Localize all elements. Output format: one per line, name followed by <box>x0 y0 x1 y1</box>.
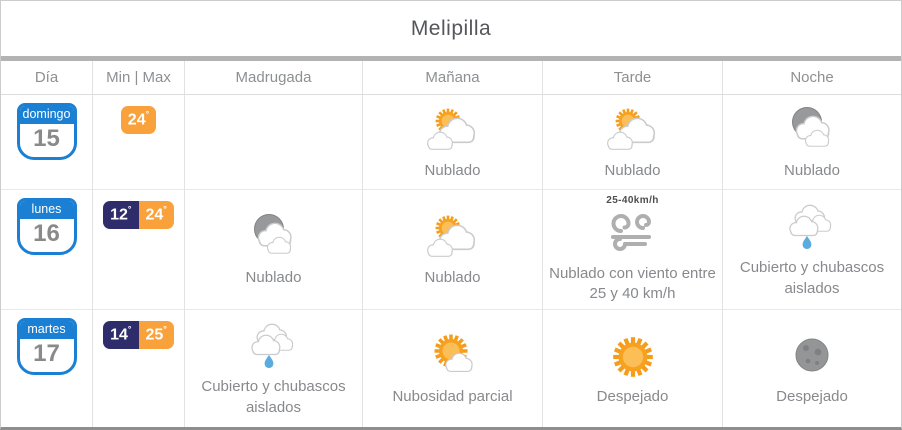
period-cell-noche: Despejado <box>723 310 901 427</box>
calendar-day-number: 16 <box>33 220 60 247</box>
condition-label: Despejado <box>596 388 669 406</box>
period-cell-tarde: Nublado <box>543 95 723 190</box>
temp-cell: 12° 24° <box>93 190 185 310</box>
period-cell-manana: Nublado <box>363 190 543 310</box>
condition-label: Nublado con viento entre 25 y 40 km/h <box>549 264 716 302</box>
temp-badges: 14° 25° <box>103 321 174 350</box>
calendar-icon: martes 17 <box>16 318 77 376</box>
sun-clouds-icon <box>421 210 485 266</box>
temp-badges: 12° 24° <box>103 201 174 230</box>
calendar-icon: domingo 15 <box>16 103 77 161</box>
period-cell-tarde: Despejado <box>543 310 723 427</box>
night-clouds-icon <box>242 210 306 266</box>
column-header-manana: Mañana <box>363 61 543 95</box>
rain-clouds-icon <box>242 319 306 375</box>
period-cell-manana: Nubosidad parcial <box>363 310 543 427</box>
calendar-day-name: martes <box>19 321 74 339</box>
title-divider <box>1 56 901 61</box>
min-temp-badge: 12° <box>103 201 139 230</box>
moon-icon <box>780 329 844 385</box>
period-cell-madrugada: Nublado <box>185 190 363 310</box>
sun-small-cloud-icon <box>421 329 485 385</box>
day-cell: martes 17 <box>1 310 93 427</box>
period-cell-noche: Cubierto y chubascos aislados <box>723 190 901 310</box>
condition-label: Cubierto y chubascos aislados <box>739 259 885 297</box>
day-cell: lunes 16 <box>1 190 93 310</box>
column-header-noche: Noche <box>723 61 901 95</box>
calendar-day-name: domingo <box>19 106 74 124</box>
title-bar: Melipilla <box>1 1 901 56</box>
sun-icon <box>601 329 665 385</box>
condition-label: Nublado <box>784 161 840 179</box>
wind-speed-caption: 25-40km/h <box>606 194 659 206</box>
min-temp-badge: 14° <box>103 321 139 350</box>
location-title: Melipilla <box>410 16 492 40</box>
column-header-dia: Día <box>1 61 93 95</box>
condition-label: Cubierto y chubascos aislados <box>201 378 346 416</box>
day-cell: domingo 15 <box>1 95 93 190</box>
calendar-day-number: 15 <box>33 125 60 152</box>
temp-cell: 14° 25° <box>93 310 185 427</box>
max-temp-badge: 25° <box>138 321 174 350</box>
calendar-icon: lunes 16 <box>16 198 77 256</box>
condition-label: Nublado <box>424 269 481 287</box>
sun-clouds-icon <box>421 103 485 159</box>
period-cell-noche: Nublado <box>723 95 901 190</box>
condition-label: Nubosidad parcial <box>392 388 513 406</box>
forecast-table: Día Min | Max Madrugada Mañana Tarde Noc… <box>1 61 901 427</box>
max-temp-badge: 24° <box>120 106 157 135</box>
period-cell-madrugada: Cubierto y chubascos aislados <box>185 310 363 427</box>
night-clouds-icon <box>780 103 844 159</box>
temp-cell: ° 24° <box>93 95 185 190</box>
condition-label: Nublado <box>604 161 661 179</box>
period-cell-madrugada <box>185 95 363 190</box>
calendar-day-number: 17 <box>33 340 60 367</box>
rain-clouds-icon <box>780 200 844 256</box>
temp-badges: ° 24° <box>120 106 157 135</box>
column-header-min-max: Min | Max <box>93 61 185 95</box>
condition-label: Nublado <box>245 269 302 287</box>
column-header-tarde: Tarde <box>543 61 723 95</box>
calendar-day-name: lunes <box>19 201 74 219</box>
period-cell-manana: Nublado <box>363 95 543 190</box>
condition-label: Nublado <box>424 161 481 179</box>
sun-clouds-icon <box>601 103 665 159</box>
condition-label: Despejado <box>776 388 848 406</box>
wind-icon <box>601 206 665 262</box>
max-temp-badge: 24° <box>138 201 174 230</box>
period-cell-tarde: 25-40km/h Nublado con viento entre 25 y … <box>543 190 723 310</box>
column-header-madrugada: Madrugada <box>185 61 363 95</box>
